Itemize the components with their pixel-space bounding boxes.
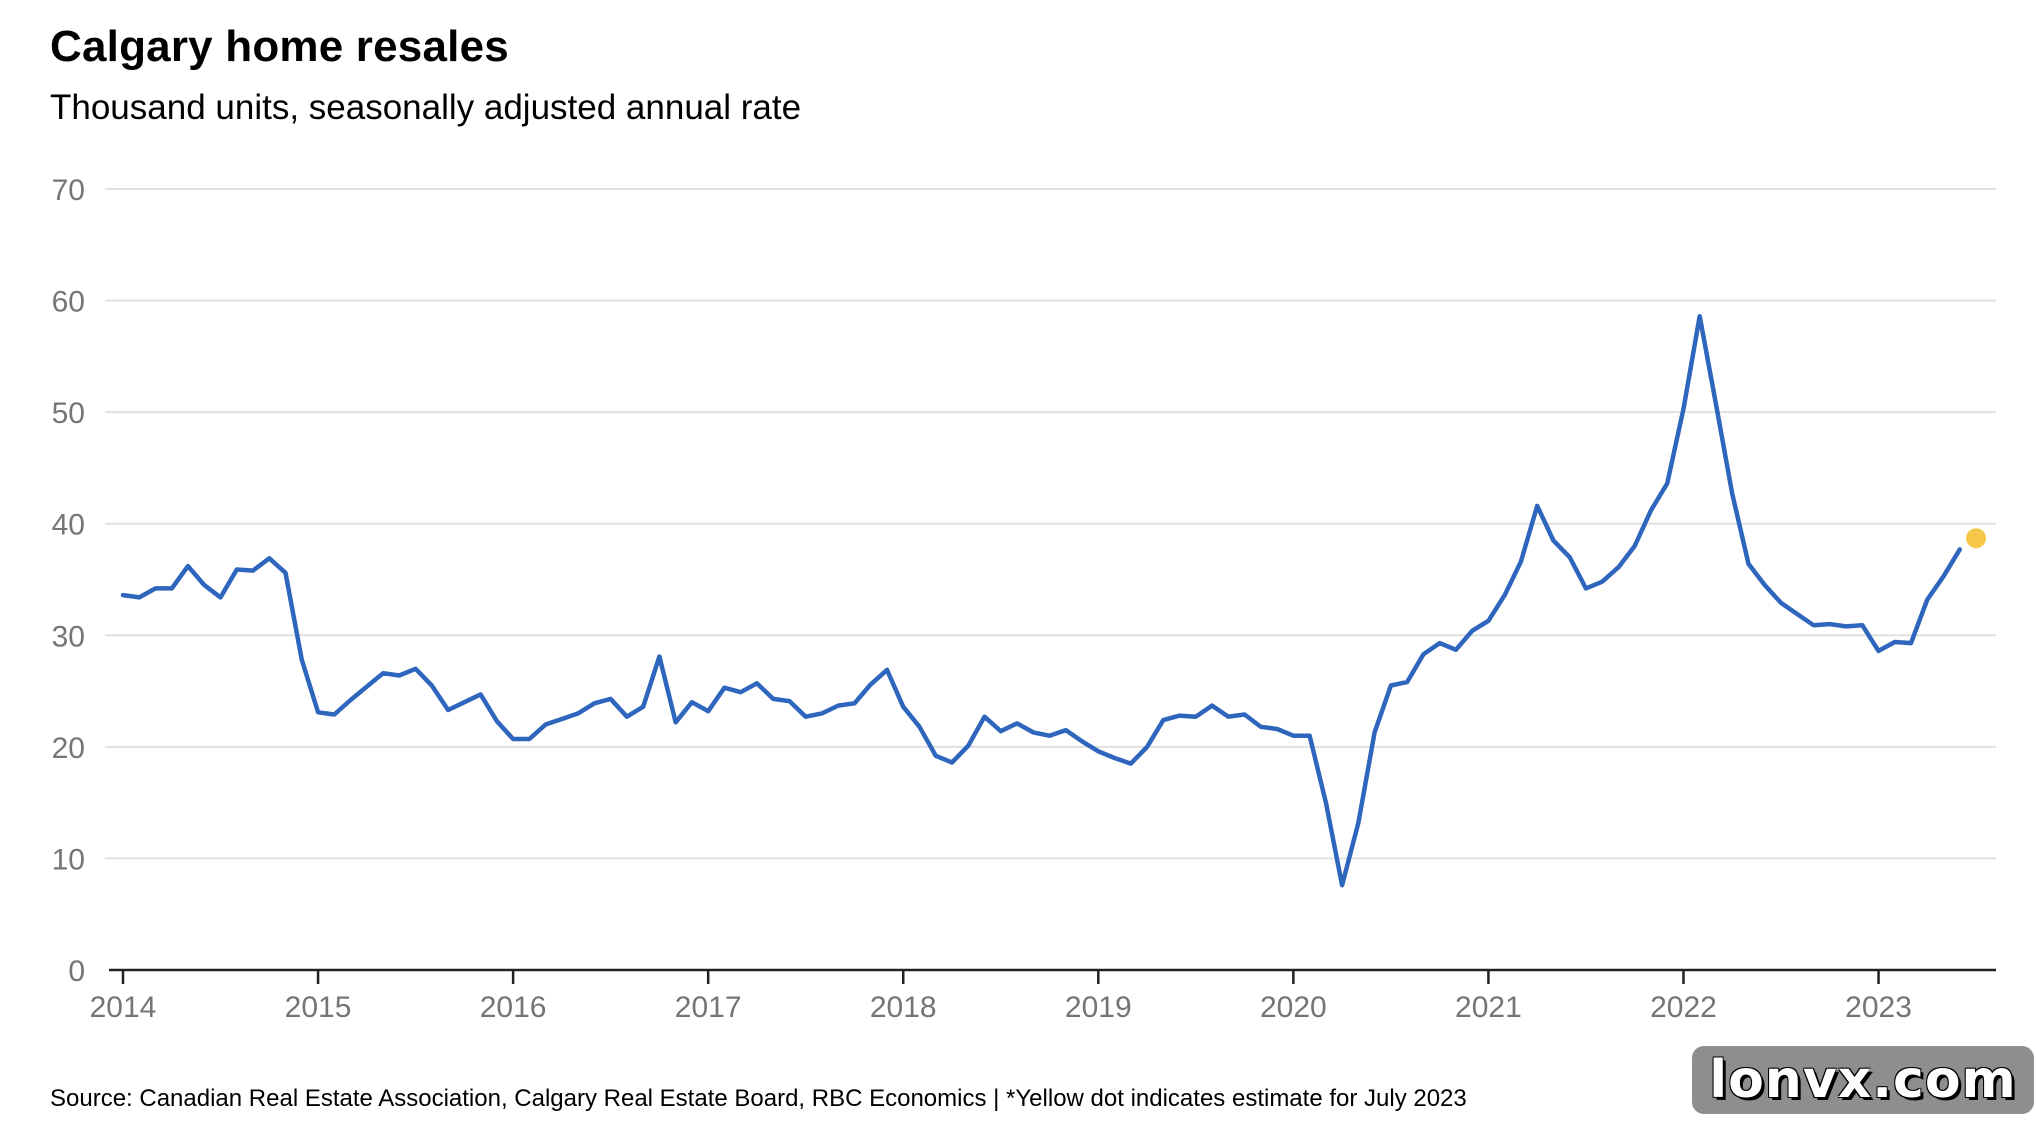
y-tick-label: 10	[52, 843, 85, 876]
y-tick-label: 50	[52, 397, 85, 430]
y-tick-label: 0	[68, 955, 85, 988]
watermark-logo: lonvx.com	[1692, 1046, 2034, 1114]
watermark-text: lonvx.com	[1709, 1050, 2017, 1110]
x-tick-label: 2022	[1650, 991, 1717, 1024]
y-tick-label: 40	[52, 509, 85, 542]
x-tick-label: 2014	[90, 991, 157, 1024]
x-tick-label: 2016	[480, 991, 547, 1024]
x-tick-label: 2017	[675, 991, 742, 1024]
chart-subtitle: Thousand units, seasonally adjusted annu…	[50, 88, 802, 127]
y-tick-label: 30	[52, 620, 85, 653]
x-tick-label: 2018	[870, 991, 937, 1024]
y-axis-ticks: 0 10 20 30 40 50 60 70	[52, 174, 85, 988]
y-tick-label: 20	[52, 732, 85, 765]
estimate-dot	[1966, 528, 1987, 549]
source-note: Source: Canadian Real Estate Association…	[50, 1085, 1467, 1112]
x-tick-label: 2019	[1065, 991, 1132, 1024]
x-tick-label: 2023	[1845, 991, 1912, 1024]
y-tick-label: 60	[52, 286, 85, 319]
x-axis: 2014 2015 2016 2017 2018 2019 2020 2021 2022 2023	[90, 968, 1996, 1024]
x-tick-label: 2021	[1455, 991, 1522, 1024]
chart-title: Calgary home resales	[50, 22, 509, 71]
x-tick-label: 2020	[1260, 991, 1327, 1024]
y-tick-label: 70	[52, 174, 85, 207]
series-line	[120, 313, 1963, 888]
gridlines	[105, 188, 1996, 860]
x-tick-label: 2015	[285, 991, 352, 1024]
series-layer	[120, 313, 1987, 888]
